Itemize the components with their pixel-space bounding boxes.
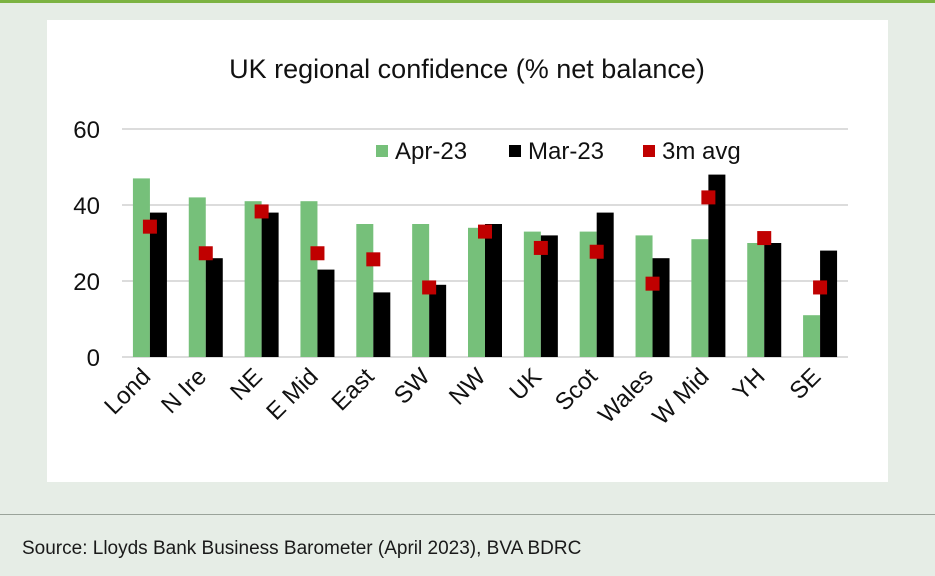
avg-marker-nw [478, 224, 492, 239]
avg-marker-ne [254, 204, 269, 219]
x-tick-label: NW [444, 363, 492, 411]
bar-apr-23-sw [412, 224, 430, 357]
x-tick-label: N Ire [156, 363, 212, 419]
legend-label: Mar-23 [528, 138, 604, 165]
bar-mar-23-w-mid [708, 174, 726, 357]
x-tick-label: E Mid [261, 363, 323, 425]
y-tick-label: 0 [87, 345, 100, 372]
x-tick-label: YH [728, 363, 771, 406]
bar-mar-23-se [820, 250, 838, 357]
bar-apr-23-uk [523, 231, 541, 357]
avg-marker-yh [757, 231, 772, 246]
bar-apr-23-yh [747, 243, 765, 357]
avg-markers [142, 190, 828, 295]
bar-mar-23-east [373, 292, 391, 357]
bar-apr-23-n-ire [188, 197, 206, 357]
source-note: Source: Lloyds Bank Business Barometer (… [22, 538, 582, 559]
bar-mar-23-lond [149, 212, 167, 357]
y-tick-labels: 0 20 40 60 [73, 117, 100, 372]
bar-mar-23-wales [652, 258, 670, 357]
x-tick-label: East [326, 363, 379, 416]
avg-marker-lond [142, 219, 157, 234]
avg-marker-se [813, 280, 828, 295]
avg-marker-sw [422, 280, 437, 295]
bar-apr-23-ne [244, 201, 262, 357]
bar-apr-23-east [356, 224, 374, 357]
bar-apr-23-scot [579, 231, 597, 357]
bar-mar-23-ne [261, 212, 279, 357]
bars [132, 174, 838, 357]
bar-mar-23-nw [485, 224, 502, 357]
bar-mar-23-uk [540, 235, 558, 357]
x-tick-label: UK [504, 363, 547, 406]
legend-swatch-3m-avg [643, 145, 655, 157]
bar-apr-23-wales [635, 235, 653, 357]
avg-marker-uk [533, 240, 548, 255]
avg-marker-n-ire [198, 246, 213, 261]
x-tick-label: NE [225, 363, 268, 406]
y-tick-label: 20 [73, 269, 100, 296]
bar-mar-23-n-ire [205, 258, 223, 357]
avg-marker-east [366, 252, 381, 267]
bar-mar-23-e-mid [317, 269, 335, 357]
legend-label: Apr-23 [395, 138, 467, 165]
avg-marker-e-mid [310, 246, 325, 261]
x-tick-label: Wales [593, 363, 659, 429]
legend-swatch-mar-23 [509, 145, 521, 157]
avg-marker-scot [589, 244, 604, 259]
x-tick-label: W Mid [647, 363, 714, 430]
legend: Apr-23 Mar-23 3m avg [376, 138, 741, 165]
bar-apr-23-w-mid [691, 239, 709, 357]
bar-apr-23-nw [468, 227, 485, 357]
x-tick-label: SE [785, 363, 827, 405]
avg-marker-wales [645, 276, 660, 291]
bar-apr-23-e-mid [300, 201, 318, 357]
y-tick-label: 40 [73, 193, 100, 220]
bar-apr-23-lond [132, 178, 150, 357]
x-tick-label: SW [389, 363, 436, 410]
avg-marker-w-mid [701, 190, 716, 205]
top-accent-rule [0, 0, 935, 3]
bar-mar-23-sw [429, 284, 447, 357]
legend-label: 3m avg [662, 138, 741, 165]
bar-mar-23-scot [596, 212, 614, 357]
bar-apr-23-se [803, 315, 821, 357]
chart-title: UK regional confidence (% net balance) [229, 54, 705, 84]
bar-mar-23-yh [764, 243, 782, 357]
legend-swatch-apr-23 [376, 145, 388, 157]
y-tick-label: 60 [73, 117, 100, 144]
source-divider [0, 514, 935, 515]
x-tick-label: Lond [99, 363, 156, 420]
